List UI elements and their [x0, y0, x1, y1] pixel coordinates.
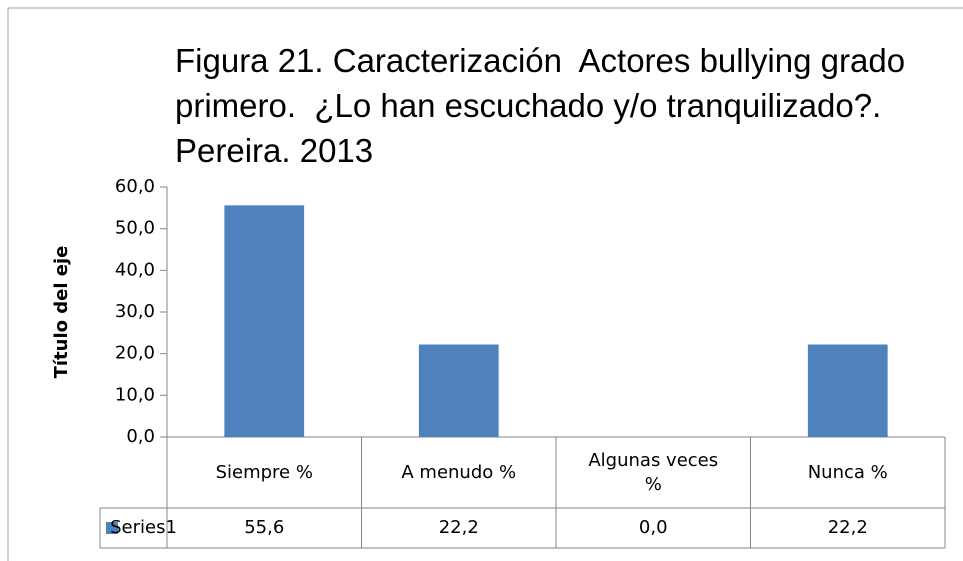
- table-value: 0,0: [638, 517, 668, 538]
- category-label: Nunca %: [807, 461, 888, 483]
- chart-frame: [7, 7, 963, 561]
- y-tick-label: 40,0: [115, 259, 155, 280]
- y-tick-label: 0,0: [126, 426, 155, 447]
- bar: [224, 205, 305, 437]
- y-tick-label: 30,0: [115, 301, 155, 322]
- y-tick-label: 50,0: [115, 218, 155, 239]
- category-label: Siempre %: [215, 461, 313, 483]
- y-tick-label: 60,0: [115, 176, 155, 197]
- legend-label: Series1: [110, 517, 177, 538]
- bar: [807, 344, 888, 437]
- y-tick-label: 20,0: [115, 343, 155, 364]
- y-tick-label: 10,0: [115, 384, 155, 405]
- table-value: 22,2: [438, 517, 479, 538]
- table-value: 55,6: [244, 517, 285, 538]
- legend-swatch: [106, 522, 118, 534]
- y-axis-label: Título del eje: [51, 246, 72, 379]
- chart-title: Figura 21. Caracterización Actores bully…: [175, 42, 915, 169]
- bar: [418, 344, 499, 437]
- category-label: A menudo %: [401, 461, 517, 483]
- table-value: 22,2: [827, 517, 868, 538]
- category-label: Algunas veces %: [588, 449, 719, 495]
